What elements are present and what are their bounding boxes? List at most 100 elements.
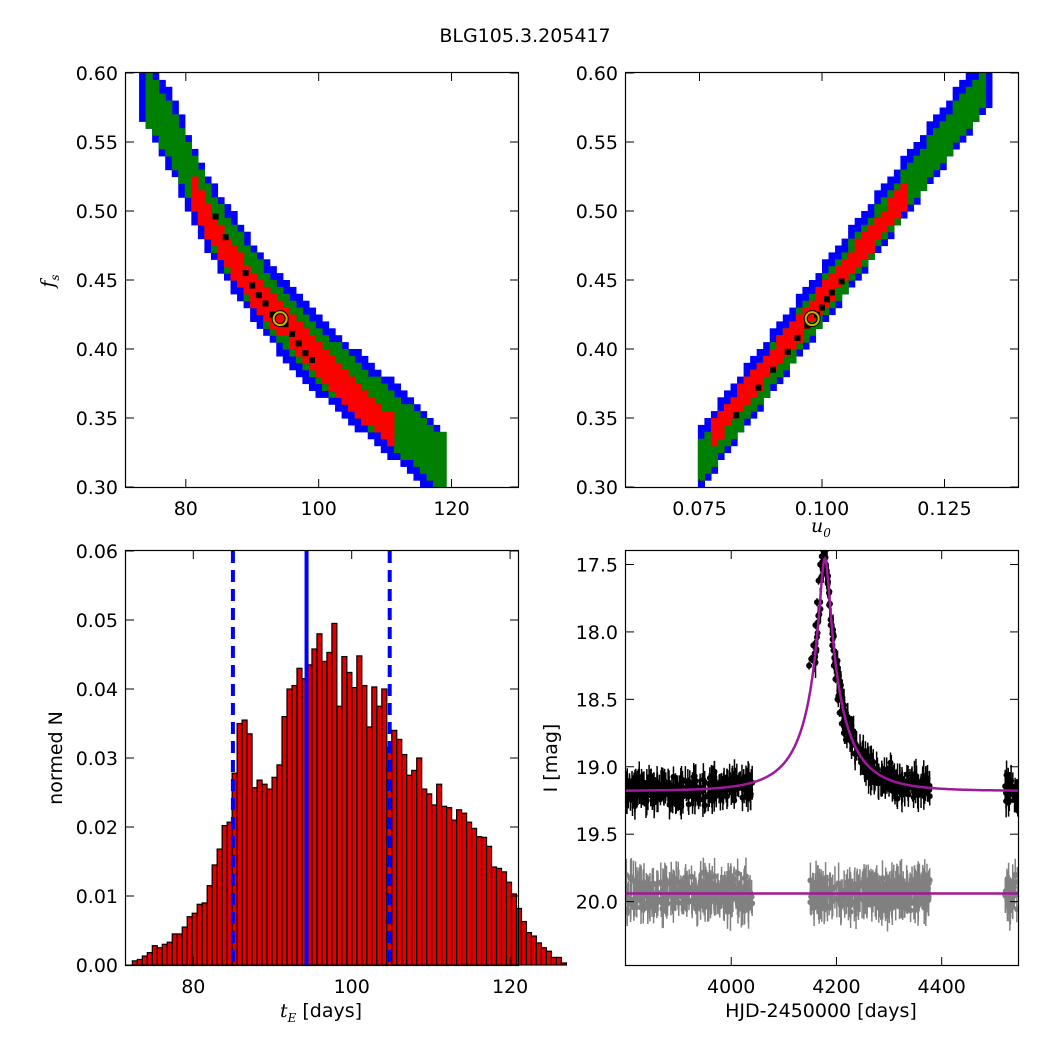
- histogram-bar: [221, 825, 228, 966]
- u0-fs-cell: [763, 390, 771, 398]
- u0-fs-cell: [710, 459, 719, 467]
- tE-fs-cell: [237, 286, 245, 295]
- tE-fs-cell: [328, 383, 336, 391]
- histogram-bar: [525, 931, 533, 966]
- tE-fs-cell: [282, 286, 290, 295]
- tE-fs-cell: [171, 148, 179, 157]
- tE-fs-cell: [328, 376, 336, 385]
- u0-fs-cell: [789, 321, 797, 329]
- tE-fs-cell: [393, 431, 401, 440]
- u0-fs-cell: [808, 335, 817, 343]
- tE-fs-cell: [289, 293, 297, 302]
- tE-fs-cell: [171, 169, 179, 178]
- u0-fs-cell: [874, 238, 882, 247]
- u0-fs-cell: [697, 473, 705, 481]
- u0-fs-cell: [854, 273, 862, 281]
- tE-fs-cell: [250, 273, 258, 281]
- tE-fs-cell: [348, 355, 356, 364]
- tE-fs-cell: [315, 349, 323, 357]
- tE-fs-cell: [308, 369, 317, 378]
- tE-fs-cell: [387, 445, 395, 454]
- tE-fs-cell: [420, 424, 428, 433]
- u0-fs-cell: [743, 411, 751, 419]
- photometry-point: [685, 793, 692, 800]
- tE-fs-cell: [400, 445, 408, 454]
- tE-fs-cell: [152, 100, 160, 109]
- u0-fs-cell: [893, 217, 901, 226]
- u0-fs-cell: [769, 376, 777, 385]
- histogram-ytick-label: 0.00: [76, 955, 118, 977]
- tE-fs-cell: [426, 452, 434, 460]
- tE-fs-cell: [230, 238, 238, 247]
- tE-fs-cell: [374, 431, 382, 440]
- u0-fs-cell: [861, 252, 869, 260]
- histogram-xtick-label: 100: [334, 976, 370, 998]
- tE-fs-sample-point: [309, 357, 316, 364]
- u0-fs-cell: [828, 266, 836, 274]
- tE-fs-cell: [341, 362, 349, 371]
- tE-fs-cell: [387, 397, 395, 405]
- u0-fs-cell: [959, 121, 967, 129]
- u0-fs-cell: [893, 197, 901, 205]
- u0-fs-cell: [841, 245, 849, 253]
- u0-fs-cell: [841, 252, 849, 260]
- tE-fs-cell: [243, 245, 251, 253]
- tE-fs-cell: [315, 314, 323, 322]
- tE-fs-cell: [302, 328, 310, 336]
- u0-fs-cell: [880, 238, 888, 247]
- tE-fs-cell: [224, 266, 232, 274]
- u0-fs-cell: [939, 128, 947, 136]
- tE-fs-cell: [145, 79, 153, 88]
- tE-fs-cell: [158, 107, 166, 115]
- histogram-bar: [456, 809, 463, 966]
- tE-fs-cell: [204, 231, 212, 240]
- u0-fs-cell: [717, 397, 725, 405]
- u0-fs-cell: [874, 217, 882, 226]
- histogram-bar: [490, 866, 498, 966]
- histogram-bar: [286, 688, 293, 966]
- tE-fs-cell: [295, 349, 303, 357]
- tE-fs-cell: [204, 183, 212, 191]
- u0-fs-cell: [802, 286, 810, 295]
- photometry-point: [702, 793, 709, 800]
- histogram-bar: [555, 956, 562, 966]
- tE-fs-cell: [400, 390, 408, 398]
- u0-fs-cell: [776, 342, 784, 350]
- tE-fs-ytick-label: 0.45: [76, 270, 118, 292]
- tE-fs-cell: [295, 362, 303, 371]
- histogram-bar: [206, 885, 213, 966]
- panel-tE-vs-fs-axes: 80 100 120 0.30 0.35 0.40 0.45 0.50 0.55 0.60: [76, 63, 518, 520]
- tE-fs-cell: [158, 135, 166, 143]
- tE-fs-cell: [315, 383, 323, 391]
- tE-fs-cell: [400, 411, 408, 419]
- tE-fs-cell: [393, 424, 401, 433]
- histogram-ytick-label: 0.01: [76, 886, 118, 908]
- photometry-point: [914, 790, 921, 797]
- tE-fs-cell: [191, 176, 199, 184]
- u0-fs-cell: [880, 231, 888, 240]
- u0-fs-cell: [848, 231, 856, 240]
- residual-point: [1014, 879, 1018, 886]
- tE-fs-cell: [165, 135, 173, 143]
- tE-fs-cell: [295, 335, 303, 343]
- u0-fs-cell: [750, 355, 758, 364]
- u0-fs-cell: [756, 397, 764, 405]
- u0-fs-cell: [906, 204, 915, 212]
- u0-fs-cell: [861, 211, 869, 219]
- u0-fs-sample-point: [823, 296, 830, 303]
- tE-fs-cell: [178, 190, 186, 198]
- tE-fs-cell: [243, 300, 251, 309]
- tE-fs-cell: [263, 273, 271, 281]
- residual-point: [911, 876, 918, 883]
- tE-fs-cell: [308, 328, 317, 336]
- photometry-point: [842, 736, 849, 743]
- u0-fs-cell: [750, 397, 758, 405]
- light-curve-ytick-label: 20.0: [576, 892, 618, 914]
- tE-fs-cell: [302, 314, 310, 322]
- u0-fs-cell: [756, 362, 764, 371]
- tE-fs-cell: [152, 121, 160, 129]
- tE-fs-cell: [322, 321, 330, 329]
- u0-fs-cell: [717, 418, 725, 426]
- tE-fs-cell: [243, 280, 251, 288]
- tE-fs-cell: [406, 466, 415, 474]
